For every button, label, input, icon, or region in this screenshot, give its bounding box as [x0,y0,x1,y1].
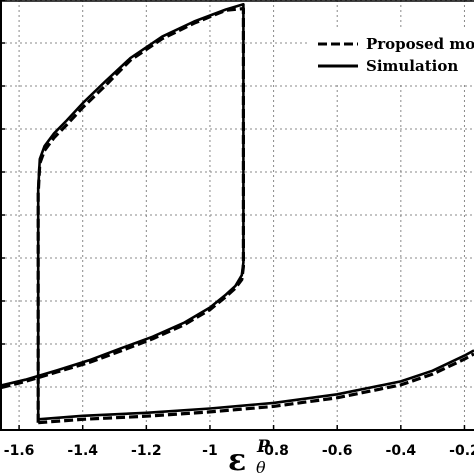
series-layer [0,3,474,425]
legend-label-0: Proposed mo [366,35,474,53]
axes-layer [0,0,474,431]
xlabel-subscript: θ [256,458,266,474]
x-tick-label-5: -0.6 [322,443,353,459]
tick-labels: -1.6 -1.4 -1.2 -1 -0.8 -0.6 -0.4 -0.2 [4,443,474,459]
x-tick-label-0: -1.6 [4,443,35,459]
legend: Proposed mo Simulation [308,30,474,82]
xlabel-superscript: P [256,437,271,457]
x-tick-label-2: -1.2 [131,443,162,459]
series-simulation-line-3 [38,349,474,421]
x-axis-label: ε Pθ [228,437,271,474]
series-simulation-line-1 [0,3,245,420]
series-proposed-model-line-2 [38,352,474,425]
x-tick-label-7: -0.2 [449,443,474,459]
x-tick-label-3: -1 [202,443,218,459]
legend-label-1: Simulation [366,57,458,75]
x-tick-label-1: -1.4 [67,443,98,459]
xlabel-symbol: ε [228,443,246,474]
x-tick-label-4: -0.8 [258,443,289,459]
x-tick-label-6: -0.4 [386,443,417,459]
legend-box [308,30,474,82]
